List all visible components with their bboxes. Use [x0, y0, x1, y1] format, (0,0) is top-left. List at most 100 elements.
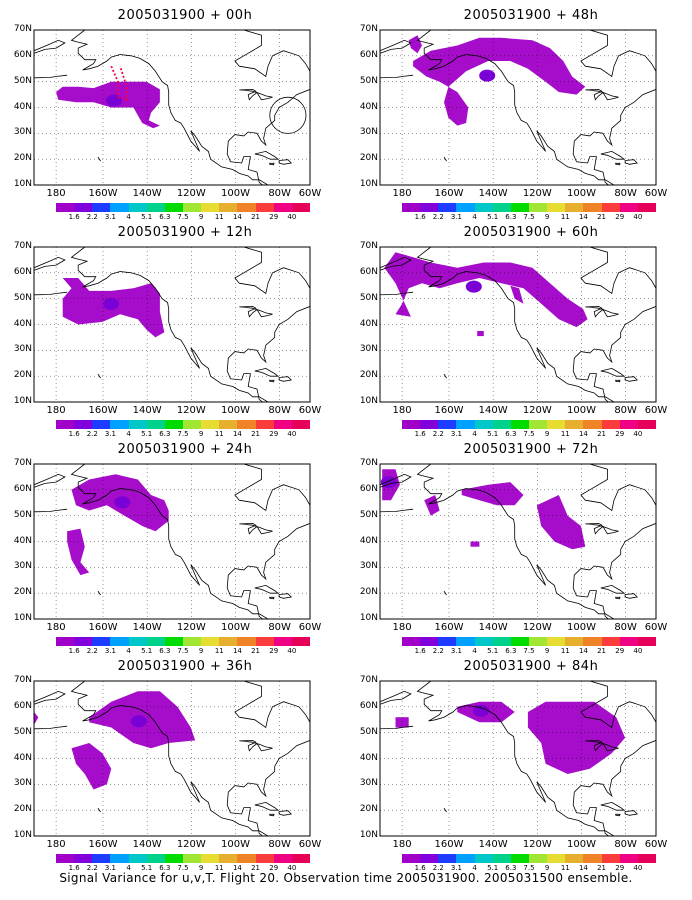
colorbar-label: 40 — [287, 864, 297, 872]
coastline — [624, 593, 639, 599]
colorbar-swatch — [146, 420, 165, 429]
colorbar-label: 9 — [198, 213, 204, 221]
colorbar-swatch — [237, 854, 256, 863]
colorbar-label: 7.5 — [177, 864, 189, 872]
lat-label: 70N — [13, 675, 32, 685]
colorbar-label: 6.3 — [159, 647, 171, 655]
colorbar-label: 11 — [214, 430, 224, 438]
colorbar-label: 1.6 — [68, 213, 80, 221]
lon-label: 80W — [268, 188, 291, 199]
lat-label: 70N — [13, 24, 32, 34]
lat-label: 40N — [359, 535, 378, 546]
colorbar-swatch — [438, 637, 457, 646]
colorbar-label: 29 — [615, 864, 625, 872]
colorbar-label: 21 — [597, 213, 607, 221]
lon-label: 160W — [88, 622, 118, 633]
colorbar-swatch — [255, 203, 274, 212]
lat-label: 60N — [359, 483, 378, 494]
lat-label: 20N — [359, 587, 378, 598]
lon-label: 80W — [268, 405, 291, 416]
colorbar-swatch — [291, 637, 310, 646]
colorbar-swatch — [219, 637, 238, 646]
colorbar-swatch — [110, 203, 129, 212]
map-plot — [379, 29, 657, 186]
colorbar-label: 29 — [615, 647, 625, 655]
coastline — [600, 801, 626, 811]
figure-caption: Signal Variance for u,v,T. Flight 20. Ob… — [59, 871, 633, 885]
colorbar-label: 21 — [251, 647, 261, 655]
colorbar-swatch — [565, 637, 584, 646]
colorbar-label: 2.2 — [86, 864, 98, 872]
lat-label: 70N — [13, 458, 32, 468]
colorbar-swatch — [420, 203, 439, 212]
lon-label: 120W — [522, 622, 552, 633]
colorbar-swatch — [583, 637, 602, 646]
colorbar-swatch — [492, 420, 511, 429]
lat-label: 70N — [359, 458, 378, 468]
map-panel: 2005031900 + 60h 70N 60N 50N 40N 30N 20N 10N 180… — [360, 225, 692, 438]
colorbar-label: 7.5 — [523, 430, 535, 438]
colorbar-label: 9 — [544, 430, 550, 438]
colorbar-swatch — [146, 854, 165, 863]
lat-label: 20N — [13, 587, 32, 598]
coastline — [34, 74, 68, 79]
colorbar-label: 2.2 — [86, 647, 98, 655]
colorbar-swatch — [237, 203, 256, 212]
coastline — [269, 162, 275, 166]
colorbar-label: 14 — [232, 647, 242, 655]
colorbar-label: 4 — [126, 864, 131, 872]
lat-label: 30N — [359, 127, 378, 138]
lat-label: 60N — [359, 700, 378, 711]
colorbar-label: 2.2 — [86, 430, 98, 438]
colorbar-swatch — [273, 854, 292, 863]
map-frame — [33, 29, 311, 186]
colorbar-swatch — [438, 420, 457, 429]
coastline — [269, 813, 275, 817]
coastline — [380, 725, 414, 730]
coastline — [624, 159, 639, 165]
panel-title: 2005031900 + 84h — [463, 659, 599, 674]
colorbar-label: 11 — [560, 864, 570, 872]
colorbar — [56, 203, 310, 212]
lon-label: 120W — [176, 405, 206, 416]
lon-label: 160W — [88, 839, 118, 850]
variance-region — [424, 495, 440, 516]
map-frame — [379, 246, 657, 403]
lon-label: 180 — [392, 839, 412, 850]
colorbar-label: 5.1 — [141, 430, 153, 438]
lat-label: 40N — [13, 101, 32, 112]
colorbar-swatch — [528, 854, 548, 863]
colorbar-label: 40 — [633, 864, 643, 872]
lat-label: 60N — [359, 266, 378, 277]
map-plot — [379, 246, 657, 403]
coastline — [34, 291, 68, 296]
lon-label: 180 — [46, 188, 66, 199]
colorbar-label: 9 — [198, 647, 204, 655]
coastline — [600, 367, 626, 377]
coastline — [615, 379, 621, 383]
colorbar-swatch — [128, 203, 147, 212]
variance-region — [510, 285, 524, 304]
lon-label: 60W — [644, 622, 668, 633]
panel-title: 2005031900 + 72h — [463, 442, 599, 457]
coastline — [281, 247, 310, 248]
lat-label: 70N — [13, 241, 32, 251]
colorbar-swatch — [510, 637, 529, 646]
colorbar-swatch — [92, 420, 111, 429]
lat-label: 20N — [13, 804, 32, 815]
variance-core — [465, 280, 482, 293]
colorbar-swatch — [201, 203, 220, 212]
colorbar-swatch — [510, 203, 529, 212]
map-frame — [379, 29, 657, 186]
colorbar-swatch — [402, 203, 421, 212]
colorbar — [402, 854, 656, 863]
coastline — [627, 30, 656, 31]
colorbar-swatch — [219, 420, 238, 429]
colorbar-label: 29 — [269, 213, 279, 221]
colorbar-label: 3.1 — [104, 213, 116, 221]
lon-label: 160W — [434, 839, 464, 850]
lon-label: 120W — [522, 405, 552, 416]
colorbar-swatch — [619, 420, 638, 429]
lat-label: 10N — [359, 396, 378, 406]
flight-track — [110, 65, 128, 102]
